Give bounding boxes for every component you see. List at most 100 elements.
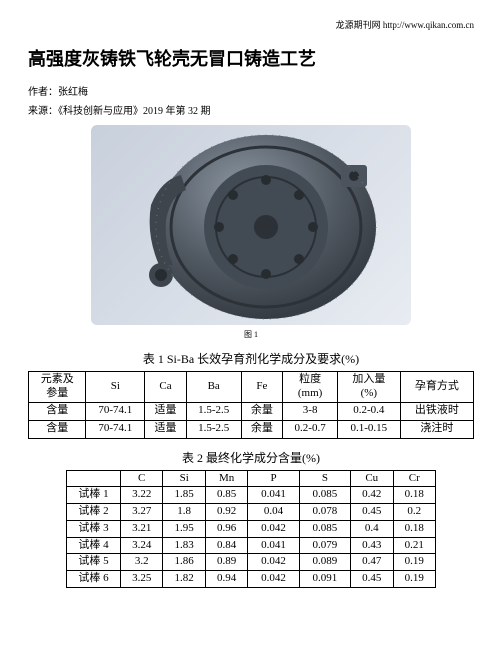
cell: 0.19 bbox=[393, 571, 436, 588]
article-title: 高强度灰铸铁飞轮壳无冒口铸造工艺 bbox=[28, 45, 474, 71]
cell: 0.89 bbox=[205, 554, 247, 571]
cell: 0.42 bbox=[351, 487, 393, 504]
source-label: 来源： bbox=[28, 106, 58, 117]
cell: 0.042 bbox=[248, 554, 299, 571]
table-row: C Si Mn P S Cu Cr bbox=[67, 470, 436, 487]
cell: 1.5-2.5 bbox=[186, 402, 241, 420]
table-2: C Si Mn P S Cu Cr 试棒 1 3.22 1.85 0.85 0.… bbox=[66, 470, 436, 588]
cell: 0.45 bbox=[351, 571, 393, 588]
col-header bbox=[67, 470, 121, 487]
cell: 70-74.1 bbox=[86, 402, 145, 420]
table-row: 试棒 2 3.27 1.8 0.92 0.04 0.078 0.45 0.2 bbox=[67, 504, 436, 521]
cell: 出铁液时 bbox=[400, 402, 473, 420]
cell: 0.091 bbox=[299, 571, 350, 588]
table-row: 试棒 5 3.2 1.86 0.89 0.042 0.089 0.47 0.19 bbox=[67, 554, 436, 571]
figure-1-caption: 图 1 bbox=[28, 329, 474, 340]
row-label: 含量 bbox=[29, 402, 86, 420]
table-2-caption: 表 2 最终化学成分含量(%) bbox=[28, 449, 474, 466]
table-row: 试棒 3 3.21 1.95 0.96 0.042 0.085 0.4 0.18 bbox=[67, 520, 436, 537]
col-header: 粒度(mm) bbox=[283, 372, 338, 403]
cell: 1.82 bbox=[163, 571, 205, 588]
cell: 0.042 bbox=[248, 571, 299, 588]
figure-1-image bbox=[91, 125, 411, 325]
row-label: 试棒 4 bbox=[67, 537, 121, 554]
cell: 0.089 bbox=[299, 554, 350, 571]
table-1: 元素及参量 Si Ca Ba Fe 粒度(mm) 加入量(%) 孕育方式 含量 … bbox=[28, 371, 474, 439]
cell: 0.85 bbox=[205, 487, 247, 504]
row-label: 含量 bbox=[29, 420, 86, 438]
table-row: 元素及参量 Si Ca Ba Fe 粒度(mm) 加入量(%) 孕育方式 bbox=[29, 372, 474, 403]
cell: 0.43 bbox=[351, 537, 393, 554]
cell: 3.25 bbox=[121, 571, 163, 588]
site-header-link[interactable]: 龙源期刊网 http://www.qikan.com.cn bbox=[28, 18, 474, 31]
cell: 3.24 bbox=[121, 537, 163, 554]
cell: 0.079 bbox=[299, 537, 350, 554]
author-line: 作者：张红梅 bbox=[28, 83, 474, 98]
cell: 0.085 bbox=[299, 520, 350, 537]
source-line: 来源：《科技创新与应用》2019 年第 32 期 bbox=[28, 102, 474, 117]
col-header: C bbox=[121, 470, 163, 487]
col-header: Ca bbox=[145, 372, 187, 403]
cell: 0.47 bbox=[351, 554, 393, 571]
table-row: 试棒 4 3.24 1.83 0.84 0.041 0.079 0.43 0.2… bbox=[67, 537, 436, 554]
cell: 3.2 bbox=[121, 554, 163, 571]
table-row: 含量 70-74.1 适量 1.5-2.5 余量 3-8 0.2-0.4 出铁液… bbox=[29, 402, 474, 420]
row-label: 试棒 6 bbox=[67, 571, 121, 588]
col-header: Fe bbox=[241, 372, 283, 403]
row-label: 试棒 3 bbox=[67, 520, 121, 537]
col-header: 元素及参量 bbox=[29, 372, 86, 403]
cell: 0.92 bbox=[205, 504, 247, 521]
cell: 0.2 bbox=[393, 504, 436, 521]
cell: 1.8 bbox=[163, 504, 205, 521]
col-header: Cr bbox=[393, 470, 436, 487]
row-label: 试棒 5 bbox=[67, 554, 121, 571]
cell: 0.085 bbox=[299, 487, 350, 504]
cell: 适量 bbox=[145, 402, 187, 420]
cell: 0.2-0.4 bbox=[338, 402, 401, 420]
cell: 余量 bbox=[241, 420, 283, 438]
flywheel-housing-svg bbox=[91, 125, 411, 325]
cell: 浇注时 bbox=[400, 420, 473, 438]
row-label: 试棒 2 bbox=[67, 504, 121, 521]
col-header: Ba bbox=[186, 372, 241, 403]
source-text: 《科技创新与应用》2019 年第 32 期 bbox=[58, 106, 211, 117]
cell: 1.5-2.5 bbox=[186, 420, 241, 438]
col-header: 孕育方式 bbox=[400, 372, 473, 403]
cell: 0.96 bbox=[205, 520, 247, 537]
col-header: Si bbox=[86, 372, 145, 403]
col-header: S bbox=[299, 470, 350, 487]
cell: 3.22 bbox=[121, 487, 163, 504]
row-label: 试棒 1 bbox=[67, 487, 121, 504]
cell: 3.21 bbox=[121, 520, 163, 537]
author-name: 张红梅 bbox=[58, 87, 88, 98]
table-row: 试棒 6 3.25 1.82 0.94 0.042 0.091 0.45 0.1… bbox=[67, 571, 436, 588]
cell: 0.041 bbox=[248, 537, 299, 554]
col-header: 加入量(%) bbox=[338, 372, 401, 403]
cell: 0.041 bbox=[248, 487, 299, 504]
cell: 1.86 bbox=[163, 554, 205, 571]
cell: 0.2-0.7 bbox=[283, 420, 338, 438]
cell: 0.21 bbox=[393, 537, 436, 554]
cell: 余量 bbox=[241, 402, 283, 420]
cell: 0.94 bbox=[205, 571, 247, 588]
cell: 70-74.1 bbox=[86, 420, 145, 438]
cell: 0.042 bbox=[248, 520, 299, 537]
table-row: 试棒 1 3.22 1.85 0.85 0.041 0.085 0.42 0.1… bbox=[67, 487, 436, 504]
cell: 1.85 bbox=[163, 487, 205, 504]
cell: 1.83 bbox=[163, 537, 205, 554]
table-1-caption: 表 1 Si-Ba 长效孕育剂化学成分及要求(%) bbox=[28, 350, 474, 367]
cell: 0.19 bbox=[393, 554, 436, 571]
cell: 适量 bbox=[145, 420, 187, 438]
cell: 0.18 bbox=[393, 487, 436, 504]
col-header: Mn bbox=[205, 470, 247, 487]
col-header: P bbox=[248, 470, 299, 487]
author-label: 作者： bbox=[28, 87, 58, 98]
cell: 0.18 bbox=[393, 520, 436, 537]
table-row: 含量 70-74.1 适量 1.5-2.5 余量 0.2-0.7 0.1-0.1… bbox=[29, 420, 474, 438]
cell: 0.84 bbox=[205, 537, 247, 554]
cell: 0.1-0.15 bbox=[338, 420, 401, 438]
cell: 3.27 bbox=[121, 504, 163, 521]
cell: 0.078 bbox=[299, 504, 350, 521]
cell: 0.45 bbox=[351, 504, 393, 521]
cell: 3-8 bbox=[283, 402, 338, 420]
